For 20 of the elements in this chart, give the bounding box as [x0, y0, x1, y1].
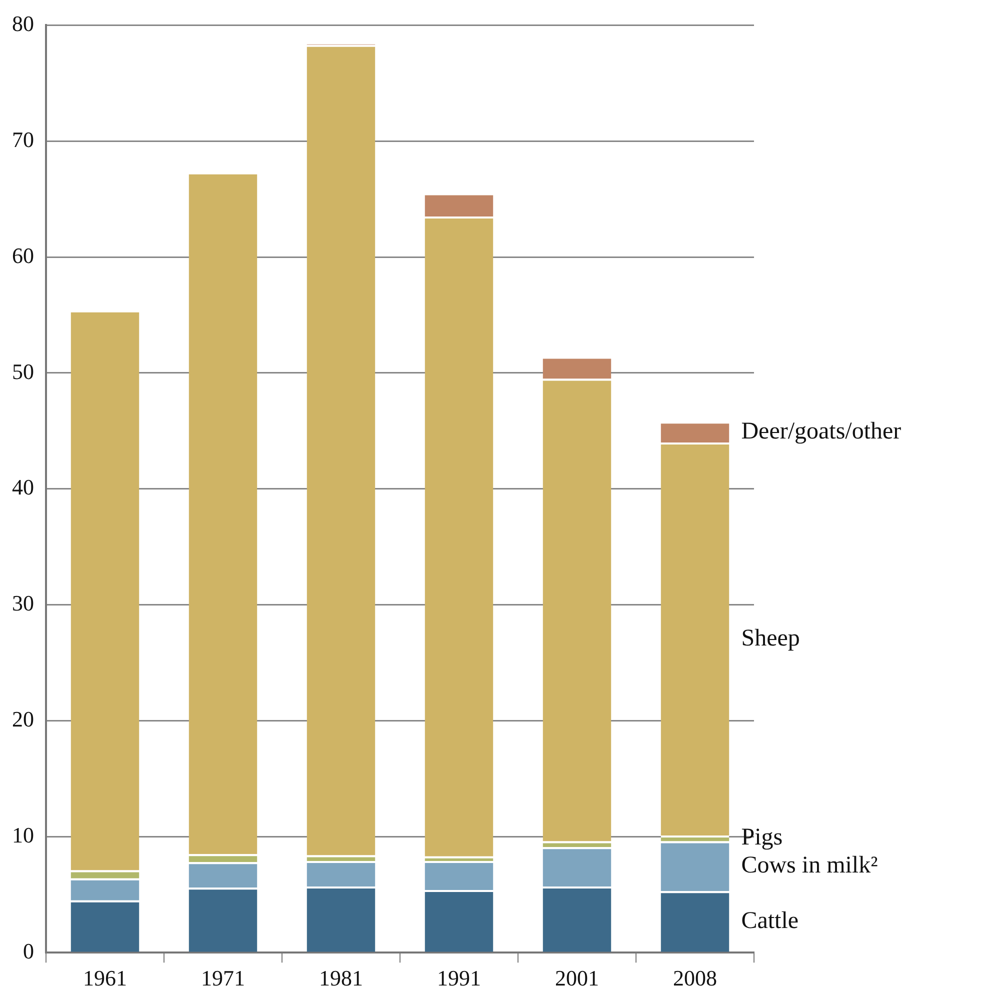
- series-label: Pigs: [741, 824, 783, 851]
- series-label: Sheep: [741, 625, 800, 652]
- y-tick-label: 60: [12, 242, 34, 268]
- y-tick-label: 70: [12, 126, 34, 152]
- y-tick-label: 50: [12, 358, 34, 384]
- x-tick-label: 2001: [555, 966, 599, 991]
- y-tick-label: 40: [12, 474, 34, 500]
- x-tick-label: 1991: [437, 966, 481, 991]
- series-label: Deer/goats/other: [741, 418, 902, 444]
- x-tick-label: 1981: [319, 966, 363, 991]
- y-tick-label: 10: [12, 822, 34, 848]
- x-tick-label: 1961: [83, 966, 127, 991]
- y-tick-label: 30: [12, 590, 34, 616]
- y-tick-label: 80: [12, 10, 34, 36]
- series-label: Cattle: [741, 908, 799, 934]
- y-tick-label: 20: [12, 706, 34, 732]
- y-tick-label: 0: [23, 938, 34, 964]
- series-label: Cows in milk²: [741, 852, 878, 879]
- x-tick-label: 1971: [201, 966, 245, 991]
- x-tick-label: 2008: [673, 966, 717, 991]
